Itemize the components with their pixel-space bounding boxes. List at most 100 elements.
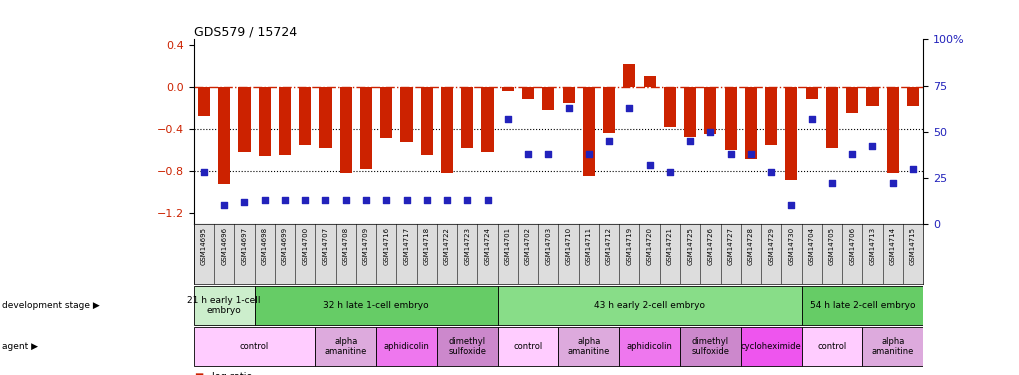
Bar xyxy=(400,87,412,142)
Bar xyxy=(497,286,801,325)
Text: GSM14706: GSM14706 xyxy=(849,227,854,265)
Text: dimethyl
sulfoxide: dimethyl sulfoxide xyxy=(691,337,729,357)
Text: GSM14702: GSM14702 xyxy=(525,227,531,265)
Bar xyxy=(785,87,797,180)
Point xyxy=(337,197,354,203)
Text: GSM14701: GSM14701 xyxy=(504,227,511,265)
Text: alpha
amanitine: alpha amanitine xyxy=(870,337,913,357)
Point xyxy=(459,197,475,203)
Bar xyxy=(663,87,676,127)
Text: GSM14704: GSM14704 xyxy=(808,227,814,265)
Bar xyxy=(825,87,838,148)
Bar xyxy=(194,286,255,325)
Point xyxy=(762,169,779,175)
Bar xyxy=(194,327,315,366)
Point xyxy=(883,180,900,186)
Bar xyxy=(278,87,290,155)
Point xyxy=(499,116,516,122)
Text: GSM14705: GSM14705 xyxy=(828,227,835,265)
Point xyxy=(600,138,616,144)
Text: control: control xyxy=(239,342,269,351)
Point xyxy=(721,151,738,157)
Bar xyxy=(376,327,436,366)
Bar xyxy=(744,87,756,159)
Point xyxy=(276,197,292,203)
Text: control: control xyxy=(816,342,846,351)
Point xyxy=(418,197,434,203)
Bar xyxy=(740,327,801,366)
Bar xyxy=(436,327,497,366)
Point xyxy=(378,197,394,203)
Bar xyxy=(861,327,922,366)
Text: GSM14723: GSM14723 xyxy=(464,227,470,265)
Point xyxy=(803,116,819,122)
Text: GSM14718: GSM14718 xyxy=(423,227,429,265)
Text: GSM14725: GSM14725 xyxy=(687,227,693,265)
Point xyxy=(580,151,596,157)
Text: 21 h early 1-cell
embryο: 21 h early 1-cell embryο xyxy=(187,296,261,315)
Text: GSM14728: GSM14728 xyxy=(747,227,753,265)
Point xyxy=(358,197,374,203)
Bar xyxy=(623,64,635,87)
Text: GSM14721: GSM14721 xyxy=(666,227,673,265)
Bar xyxy=(238,87,251,152)
Bar xyxy=(805,87,817,99)
Point xyxy=(863,143,879,149)
Text: development stage ▶: development stage ▶ xyxy=(2,301,100,310)
Bar xyxy=(582,87,594,177)
Text: 32 h late 1-cell embryo: 32 h late 1-cell embryo xyxy=(323,301,429,310)
Point xyxy=(196,169,212,175)
Bar xyxy=(865,87,877,106)
Bar xyxy=(703,87,715,134)
Point xyxy=(682,138,698,144)
Bar xyxy=(846,87,857,113)
Text: ■: ■ xyxy=(194,372,203,375)
Text: agent ▶: agent ▶ xyxy=(2,342,38,351)
Text: log ratio: log ratio xyxy=(212,372,253,375)
Text: 43 h early 2-cell embryo: 43 h early 2-cell embryo xyxy=(593,301,704,310)
Point xyxy=(540,151,556,157)
Text: GSM14716: GSM14716 xyxy=(383,227,389,265)
Bar xyxy=(481,87,493,152)
Point xyxy=(843,151,859,157)
Bar xyxy=(255,286,497,325)
Text: GSM14724: GSM14724 xyxy=(484,227,490,265)
Text: GSM14703: GSM14703 xyxy=(545,227,551,265)
Text: GSM14729: GSM14729 xyxy=(767,227,773,265)
Point xyxy=(621,105,637,111)
Text: GSM14710: GSM14710 xyxy=(565,227,571,265)
Point xyxy=(520,151,536,157)
Text: GSM14707: GSM14707 xyxy=(322,227,328,265)
Bar xyxy=(561,87,574,103)
Text: GSM14709: GSM14709 xyxy=(363,227,369,265)
Text: GSM14715: GSM14715 xyxy=(909,227,915,265)
Text: GSM14698: GSM14698 xyxy=(262,227,267,265)
Text: dimethyl
sulfoxide: dimethyl sulfoxide xyxy=(447,337,486,357)
Bar xyxy=(380,87,392,138)
Point xyxy=(783,202,799,208)
Bar xyxy=(684,87,696,138)
Bar xyxy=(299,87,311,145)
Point xyxy=(398,197,415,203)
Bar xyxy=(680,327,740,366)
Text: cycloheximide: cycloheximide xyxy=(740,342,801,351)
Bar xyxy=(440,87,452,173)
Point xyxy=(641,162,657,168)
Point xyxy=(661,169,678,175)
Text: aphidicolin: aphidicolin xyxy=(383,342,429,351)
Bar xyxy=(218,87,230,184)
Bar xyxy=(801,327,861,366)
Point xyxy=(216,202,232,208)
Point xyxy=(479,197,495,203)
Text: GSM14696: GSM14696 xyxy=(221,227,227,265)
Point xyxy=(904,165,920,171)
Text: GSM14712: GSM14712 xyxy=(605,227,611,265)
Bar xyxy=(723,87,736,150)
Point xyxy=(438,197,454,203)
Bar xyxy=(602,87,614,133)
Bar xyxy=(259,87,270,156)
Text: GSM14708: GSM14708 xyxy=(342,227,348,265)
Bar xyxy=(643,76,655,87)
Bar xyxy=(315,327,376,366)
Text: GSM14699: GSM14699 xyxy=(281,227,287,265)
